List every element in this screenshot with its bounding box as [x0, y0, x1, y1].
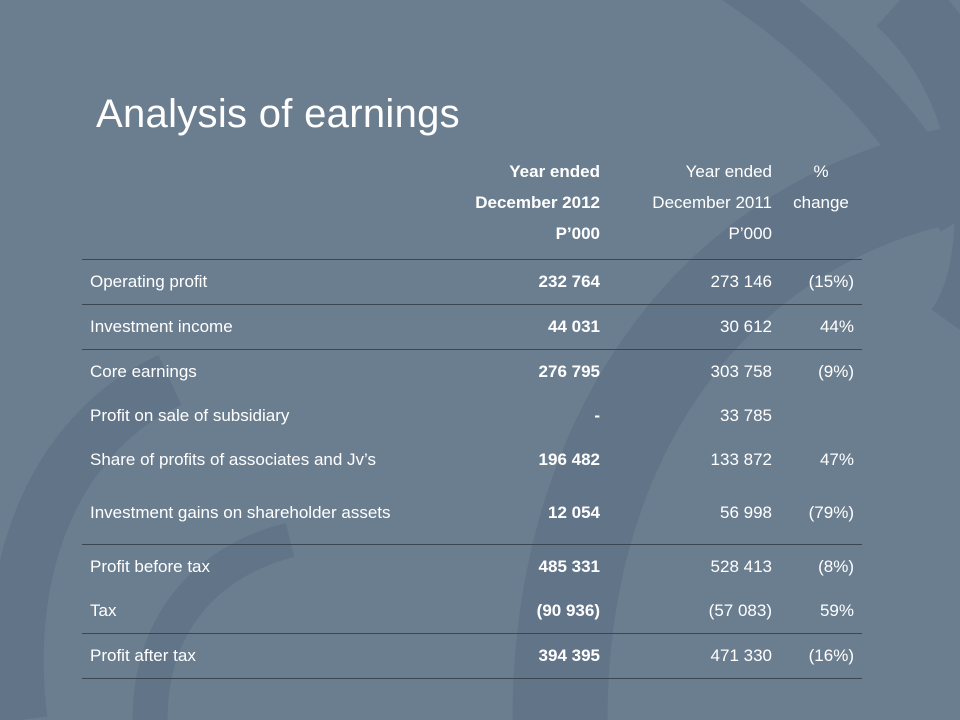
table-row: Operating profit 232 764 273 146 (15%)	[82, 259, 862, 305]
header-label	[82, 150, 424, 260]
value-change: 47%	[819, 450, 854, 469]
row-label: Investment gains on shareholder assets	[82, 482, 424, 545]
value-2011: 30 612	[608, 304, 780, 350]
page-title: Analysis of earnings	[96, 92, 460, 136]
value-2012: 12 054	[424, 482, 608, 545]
header-change-line: %	[813, 162, 829, 181]
row-label: Investment income	[82, 304, 424, 350]
value-2012: 196 482	[538, 450, 600, 469]
value-2012: 485 331	[538, 557, 600, 576]
row-label: Profit on sale of subsidiary	[90, 406, 290, 425]
row-label: Share of profits of associates and Jv’s	[90, 450, 377, 469]
value-change: (79%)	[780, 482, 862, 545]
table-row: Investment gains on shareholder assets 1…	[82, 482, 862, 545]
header-2011: Year ended December 2011 P’000	[608, 150, 780, 260]
table-row: Tax (90 936) (57 083) 59%	[82, 589, 862, 634]
value-change: (15%)	[780, 259, 862, 305]
row-label: Tax	[82, 589, 424, 634]
value-2012: 394 395	[424, 633, 608, 679]
table-row: Profit on sale of subsidiary - 33 785	[82, 394, 862, 438]
value-2011: (57 083)	[608, 589, 780, 634]
header-change-line: change	[793, 193, 849, 212]
value-2011: 303 758	[710, 362, 772, 381]
value-change: (8%)	[818, 557, 854, 576]
header-2012-line: December 2012	[475, 193, 600, 212]
value-change: (9%)	[818, 362, 854, 381]
header-2012-line: P’000	[555, 224, 600, 243]
row-label: Profit before tax	[90, 557, 211, 576]
header-2012-line: Year ended	[509, 162, 600, 181]
value-2012: -	[594, 406, 600, 425]
value-change: (16%)	[780, 633, 862, 679]
table-row: Investment income 44 031 30 612 44%	[82, 304, 862, 350]
value-2011: 56 998	[608, 482, 780, 545]
value-change: 44%	[780, 304, 862, 350]
row-label: Core earnings	[90, 362, 197, 381]
header-2011-line: Year ended	[685, 162, 772, 181]
row-label: Profit after tax	[82, 633, 424, 679]
header-2011-line: P’000	[728, 224, 772, 243]
table-row: Profit before tax 485 331 528 413 (8%)	[82, 545, 862, 590]
header-2011-line: December 2011	[652, 193, 772, 212]
table-row: Share of profits of associates and Jv’s …	[82, 438, 862, 482]
value-2011: 471 330	[608, 633, 780, 679]
table-row: Core earnings 276 795 303 758 (9%)	[82, 350, 862, 395]
table-header-row: Year ended December 2012 P’000 Year ende…	[82, 150, 862, 260]
value-2012: (90 936)	[424, 589, 608, 634]
value-change	[780, 394, 862, 438]
value-2011: 133 872	[710, 450, 772, 469]
header-change: % change	[780, 150, 862, 260]
value-2012: 232 764	[424, 259, 608, 305]
value-2012: 44 031	[424, 304, 608, 350]
value-2011: 273 146	[608, 259, 780, 305]
table-row: Profit after tax 394 395 471 330 (16%)	[82, 633, 862, 679]
row-label: Operating profit	[82, 259, 424, 305]
earnings-table: Year ended December 2012 P’000 Year ende…	[82, 150, 862, 679]
value-change: 59%	[780, 589, 862, 634]
header-2012: Year ended December 2012 P’000	[424, 150, 608, 260]
value-2011: 528 413	[710, 557, 772, 576]
value-2011: 33 785	[720, 406, 772, 425]
value-2012: 276 795	[538, 362, 600, 381]
